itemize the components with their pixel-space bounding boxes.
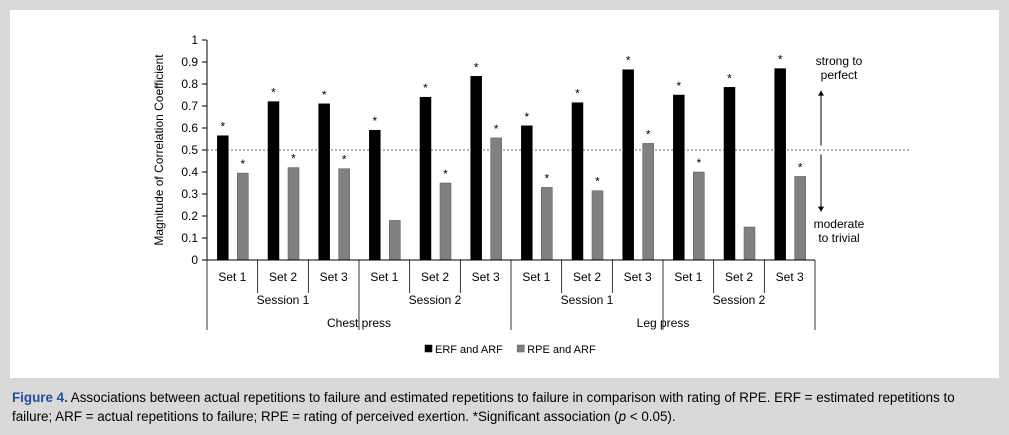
significance-marker: * — [595, 175, 600, 189]
significance-marker: * — [778, 53, 783, 67]
category-label: Set 3 — [472, 270, 500, 284]
upper-arrowhead — [818, 90, 824, 96]
significance-marker: * — [291, 152, 296, 166]
y-tick-label: 0.1 — [181, 231, 198, 245]
significance-marker: * — [727, 71, 732, 85]
category-label: Set 1 — [522, 270, 550, 284]
significance-marker: * — [474, 60, 479, 74]
y-axis-label: Magnitude of Correlation Coefficient — [152, 54, 166, 246]
category-label: Set 2 — [421, 270, 449, 284]
category-label: Set 3 — [776, 270, 804, 284]
category-label: Set 3 — [624, 270, 652, 284]
bar-rpe-arf — [642, 143, 654, 261]
session-label: Session 2 — [713, 293, 766, 307]
bar-erf-arf — [318, 103, 330, 261]
significance-marker: * — [220, 120, 225, 134]
bar-erf-arf — [419, 96, 432, 261]
annotation-lower-line2: to trivial — [818, 231, 859, 245]
bar-rpe-arf — [439, 182, 452, 261]
y-tick-label: 0 — [191, 253, 198, 267]
bar-rpe-arf — [693, 171, 705, 261]
significance-marker: * — [544, 171, 549, 185]
figure-caption: Figure 4. Associations between actual re… — [12, 388, 997, 426]
bar-erf-arf — [217, 135, 229, 261]
significance-marker: * — [626, 54, 631, 68]
annotation-upper-line2: perfect — [821, 68, 858, 82]
bar-erf-arf — [622, 69, 634, 261]
caption-text-end: < 0.05). — [626, 409, 676, 424]
significance-marker: * — [372, 114, 377, 128]
significance-marker: * — [443, 167, 448, 181]
annotation-lower-line1: moderate — [814, 217, 865, 231]
category-label: Set 1 — [218, 270, 246, 284]
legend-label: ERF and ARF — [435, 344, 503, 356]
annotation-upper-line1: strong to — [816, 54, 863, 68]
caption-p-symbol: p — [618, 409, 627, 424]
bar-rpe-arf — [743, 226, 756, 261]
bar-erf-arf — [774, 68, 786, 261]
category-label: Set 2 — [725, 270, 753, 284]
y-tick-label: 0.6 — [181, 121, 198, 135]
category-label: Set 1 — [674, 270, 702, 284]
session-label: Session 1 — [257, 293, 310, 307]
bar-rpe-arf — [490, 137, 502, 261]
bar-erf-arf — [723, 87, 736, 261]
significance-marker: * — [240, 157, 245, 171]
exercise-label: Leg press — [637, 316, 690, 330]
legend-swatch — [516, 344, 525, 353]
bar-erf-arf — [470, 76, 482, 261]
bar-rpe-arf — [591, 190, 604, 261]
y-tick-label: 0.3 — [181, 187, 198, 201]
bar-rpe-arf — [338, 168, 350, 261]
y-tick-label: 0.8 — [181, 77, 198, 91]
bar-erf-arf — [267, 101, 280, 261]
legend-label: RPE and ARF — [527, 344, 596, 356]
y-tick-label: 1 — [191, 33, 198, 47]
legend-swatch — [424, 344, 433, 353]
bar-rpe-arf — [389, 220, 401, 261]
y-tick-label: 0.4 — [181, 165, 198, 179]
bar-rpe-arf — [287, 167, 300, 261]
category-label: Set 2 — [269, 270, 297, 284]
y-tick-label: 0.5 — [181, 143, 198, 157]
bar-rpe-arf — [541, 187, 553, 261]
bar-erf-arf — [369, 129, 381, 261]
significance-marker: * — [423, 81, 428, 95]
significance-marker: * — [524, 110, 529, 124]
lower-arrowhead — [818, 206, 824, 212]
session-label: Session 2 — [409, 293, 462, 307]
significance-marker: * — [646, 127, 651, 141]
category-label: Set 1 — [370, 270, 398, 284]
bar-erf-arf — [673, 94, 685, 261]
significance-marker: * — [676, 79, 681, 93]
significance-marker: * — [322, 88, 327, 102]
significance-marker: * — [271, 86, 276, 100]
figure-panel: 0 0.1 0.2 0.3 0.4 0.5 0.6 0.7 0.8 0.9 1 Magnitude o… — [10, 10, 999, 378]
bar-rpe-arf — [237, 172, 249, 261]
significance-marker: * — [696, 156, 701, 170]
y-tick-label: 0.2 — [181, 209, 198, 223]
significance-marker: * — [798, 160, 803, 174]
figure-label: Figure 4. — [12, 390, 68, 405]
bar-rpe-arf — [794, 176, 806, 261]
bar-chart: 0 0.1 0.2 0.3 0.4 0.5 0.6 0.7 0.8 0.9 1 Magnitude o… — [152, 33, 910, 356]
significance-marker: * — [575, 87, 580, 101]
category-label: Set 3 — [320, 270, 348, 284]
bar-erf-arf — [521, 125, 533, 261]
caption-text: Associations between actual repetitions … — [12, 390, 955, 424]
category-label: Set 2 — [573, 270, 601, 284]
session-label: Session 1 — [561, 293, 614, 307]
y-tick-label: 0.9 — [181, 55, 198, 69]
y-tick-label: 0.7 — [181, 99, 198, 113]
exercise-label: Chest press — [327, 316, 391, 330]
significance-marker: * — [342, 153, 347, 167]
bar-erf-arf — [571, 102, 584, 261]
significance-marker: * — [494, 122, 499, 136]
